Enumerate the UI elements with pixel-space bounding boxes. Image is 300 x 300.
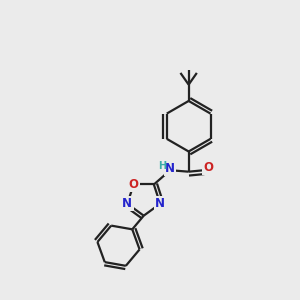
Text: N: N bbox=[155, 197, 165, 210]
Text: N: N bbox=[122, 197, 132, 210]
Text: H: H bbox=[158, 161, 166, 171]
Text: O: O bbox=[203, 161, 213, 174]
Text: N: N bbox=[165, 162, 175, 175]
Text: O: O bbox=[129, 178, 139, 191]
